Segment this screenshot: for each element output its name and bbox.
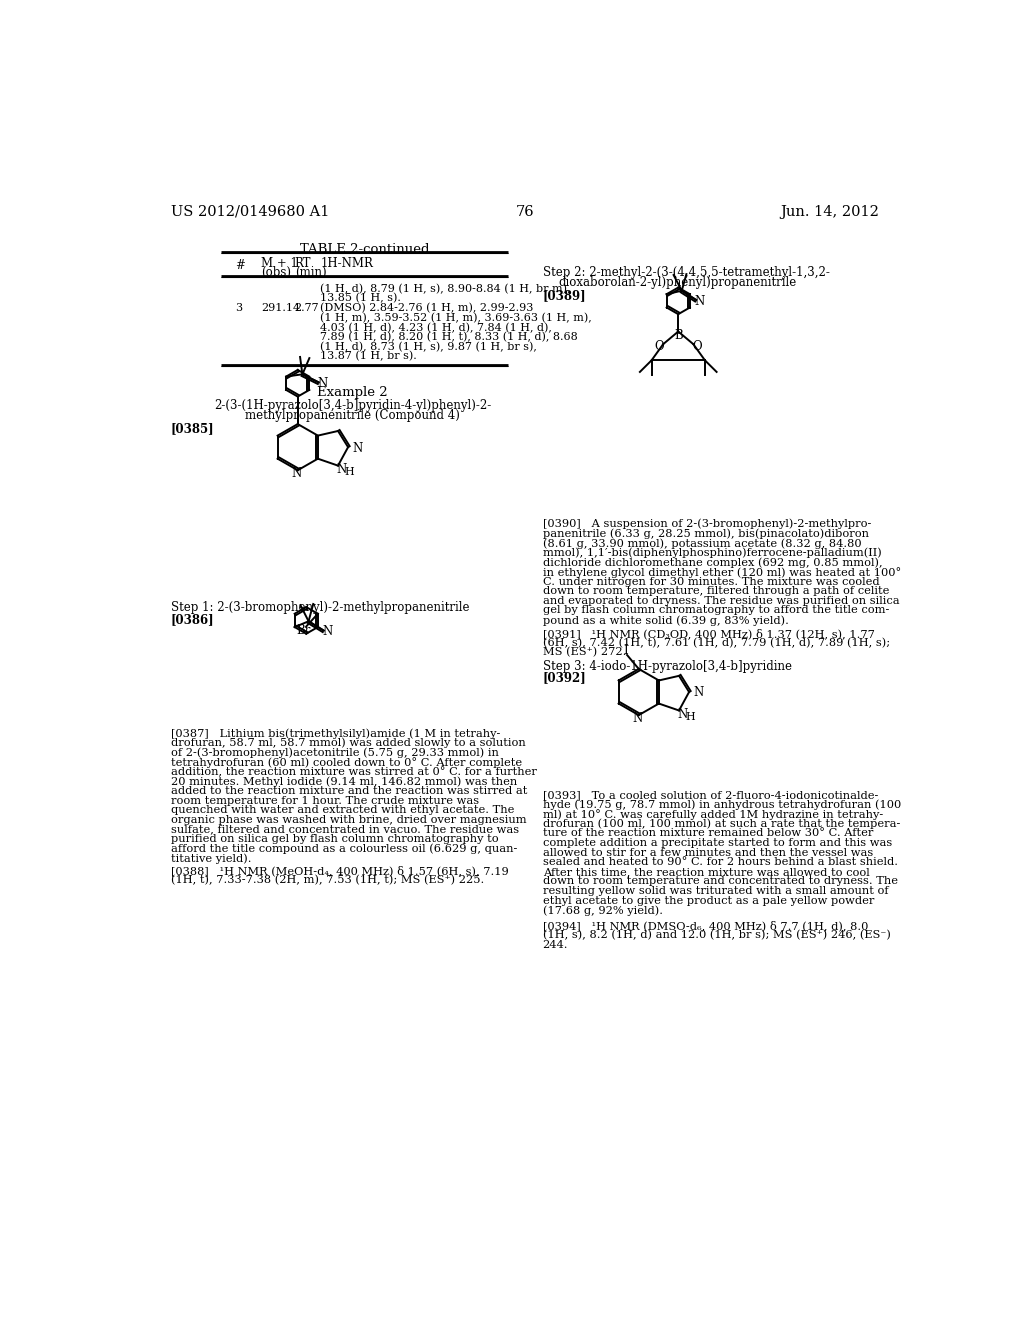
Text: Step 1: 2-(3-bromophenyl)-2-methylpropanenitrile: Step 1: 2-(3-bromophenyl)-2-methylpropan… (171, 601, 469, 614)
Text: ml) at 10° C. was carefully added 1M hydrazine in tetrahy-: ml) at 10° C. was carefully added 1M hyd… (543, 809, 883, 820)
Text: 76: 76 (515, 205, 535, 219)
Text: down to room temperature, filtered through a path of celite: down to room temperature, filtered throu… (543, 586, 889, 597)
Text: N: N (693, 685, 703, 698)
Text: [0386]: [0386] (171, 612, 214, 626)
Text: Example 2: Example 2 (317, 385, 388, 399)
Text: 244.: 244. (543, 940, 568, 950)
Text: #: # (234, 259, 245, 272)
Text: resulting yellow solid was triturated with a small amount of: resulting yellow solid was triturated wi… (543, 886, 888, 896)
Text: [0394]   ¹H NMR (DMSO-d₆, 400 MHz) δ 7.7 (1H, d), 8.0: [0394] ¹H NMR (DMSO-d₆, 400 MHz) δ 7.7 (… (543, 921, 868, 932)
Text: drofuran, 58.7 ml, 58.7 mmol) was added slowly to a solution: drofuran, 58.7 ml, 58.7 mmol) was added … (171, 738, 525, 748)
Text: N: N (292, 467, 302, 480)
Text: (8.61 g, 33.90 mmol), potassium acetate (8.32 g, 84.80: (8.61 g, 33.90 mmol), potassium acetate … (543, 539, 861, 549)
Text: afford the title compound as a colourless oil (6.629 g, quan-: afford the title compound as a colourles… (171, 843, 517, 854)
Text: 20 minutes. Methyl iodide (9.14 ml, 146.82 mmol) was then: 20 minutes. Methyl iodide (9.14 ml, 146.… (171, 776, 517, 787)
Text: Br: Br (297, 624, 311, 638)
Text: O: O (654, 339, 665, 352)
Text: 2.77: 2.77 (295, 304, 319, 313)
Text: and evaporated to dryness. The residue was purified on silica: and evaporated to dryness. The residue w… (543, 595, 899, 606)
Text: 3: 3 (234, 304, 242, 313)
Text: N: N (677, 708, 688, 721)
Text: N: N (694, 296, 705, 309)
Text: ethyl acetate to give the product as a pale yellow powder: ethyl acetate to give the product as a p… (543, 896, 874, 906)
Text: RT: RT (295, 257, 311, 271)
Text: sealed and heated to 90° C. for 2 hours behind a blast shield.: sealed and heated to 90° C. for 2 hours … (543, 857, 898, 867)
Text: [0388]   ¹H NMR (MeOH-d₄, 400 MHz) δ 1.57 (6H, s), 7.19: [0388] ¹H NMR (MeOH-d₄, 400 MHz) δ 1.57 … (171, 866, 508, 876)
Text: 7.89 (1 H, d), 8.20 (1 H, t), 8.33 (1 H, d), 8.68: 7.89 (1 H, d), 8.20 (1 H, t), 8.33 (1 H,… (321, 333, 578, 342)
Text: ture of the reaction mixture remained below 30° C. After: ture of the reaction mixture remained be… (543, 829, 873, 838)
Text: N: N (323, 626, 333, 638)
Text: 1H-NMR: 1H-NMR (321, 257, 373, 271)
Text: [0387]   Lithium bis(trimethylsilyl)amide (1 M in tetrahy-: [0387] Lithium bis(trimethylsilyl)amide … (171, 729, 500, 739)
Text: O: O (692, 339, 701, 352)
Text: titative yield).: titative yield). (171, 853, 251, 863)
Text: addition, the reaction mixture was stirred at 0° C. for a further: addition, the reaction mixture was stirr… (171, 767, 537, 777)
Text: TABLE 2-continued: TABLE 2-continued (300, 243, 429, 256)
Text: MS (ES⁺) 272.: MS (ES⁺) 272. (543, 647, 626, 657)
Text: Jun. 14, 2012: Jun. 14, 2012 (780, 205, 879, 219)
Text: N: N (317, 378, 328, 389)
Text: organic phase was washed with brine, dried over magnesium: organic phase was washed with brine, dri… (171, 814, 526, 825)
Text: (obs): (obs) (261, 267, 291, 280)
Text: mmol), 1,1′-bis(diphenylphosphino)ferrocene-palladium(II): mmol), 1,1′-bis(diphenylphosphino)ferroc… (543, 548, 882, 558)
Text: I: I (624, 644, 629, 657)
Text: (6H, s), 7.42 (1H, t), 7.61 (1H, d), 7.79 (1H, d), 7.89 (1H, s);: (6H, s), 7.42 (1H, t), 7.61 (1H, d), 7.7… (543, 638, 890, 648)
Text: B: B (674, 329, 683, 342)
Text: (17.68 g, 92% yield).: (17.68 g, 92% yield). (543, 906, 663, 916)
Text: panenitrile (6.33 g, 28.25 mmol), bis(pinacolato)diboron: panenitrile (6.33 g, 28.25 mmol), bis(pi… (543, 528, 868, 539)
Text: (1 H, m), 3.59-3.52 (1 H, m), 3.69-3.63 (1 H, m),: (1 H, m), 3.59-3.52 (1 H, m), 3.69-3.63 … (321, 313, 592, 323)
Text: M + 1: M + 1 (261, 257, 298, 271)
Text: allowed to stir for a few minutes and then the vessel was: allowed to stir for a few minutes and th… (543, 847, 872, 858)
Text: H: H (344, 467, 354, 477)
Text: methylpropanenitrile (Compound 4): methylpropanenitrile (Compound 4) (246, 409, 460, 421)
Text: tetrahydrofuran (60 ml) cooled down to 0° C. After complete: tetrahydrofuran (60 ml) cooled down to 0… (171, 758, 522, 768)
Text: (1 H, d), 8.73 (1 H, s), 9.87 (1 H, br s),: (1 H, d), 8.73 (1 H, s), 9.87 (1 H, br s… (321, 342, 537, 352)
Text: sulfate, filtered and concentrated in vacuo. The residue was: sulfate, filtered and concentrated in va… (171, 825, 519, 834)
Text: H: H (685, 711, 695, 722)
Text: dioxaborolan-2-yl)phenyl)propanenitrile: dioxaborolan-2-yl)phenyl)propanenitrile (558, 276, 797, 289)
Text: room temperature for 1 hour. The crude mixture was: room temperature for 1 hour. The crude m… (171, 796, 479, 805)
Text: 2-(3-(1H-pyrazolo[3,4-b]pyridin-4-yl)phenyl)-2-: 2-(3-(1H-pyrazolo[3,4-b]pyridin-4-yl)phe… (214, 399, 492, 412)
Text: [0389]: [0389] (543, 289, 587, 302)
Text: quenched with water and extracted with ethyl acetate. The: quenched with water and extracted with e… (171, 805, 514, 816)
Text: (min): (min) (295, 267, 327, 280)
Text: purified on silica gel by flash column chromatography to: purified on silica gel by flash column c… (171, 834, 499, 843)
Text: pound as a white solid (6.39 g, 83% yield).: pound as a white solid (6.39 g, 83% yiel… (543, 615, 788, 626)
Text: gel by flash column chromatography to afford the title com-: gel by flash column chromatography to af… (543, 606, 889, 615)
Text: (1H, s), 8.2 (1H, d) and 12.0 (1H, br s); MS (ES⁺) 246, (ES⁻): (1H, s), 8.2 (1H, d) and 12.0 (1H, br s)… (543, 931, 891, 941)
Text: Step 3: 4-iodo-1H-pyrazolo[3,4-b]pyridine: Step 3: 4-iodo-1H-pyrazolo[3,4-b]pyridin… (543, 660, 792, 673)
Text: After this time, the reaction mixture was allowed to cool: After this time, the reaction mixture wa… (543, 867, 869, 876)
Text: 13.85 (1 H, s).: 13.85 (1 H, s). (321, 293, 401, 304)
Text: [0390]   A suspension of 2-(3-bromophenyl)-2-methylpro-: [0390] A suspension of 2-(3-bromophenyl)… (543, 519, 871, 529)
Text: [0392]: [0392] (543, 671, 587, 684)
Text: complete addition a precipitate started to form and this was: complete addition a precipitate started … (543, 838, 892, 847)
Text: N: N (352, 442, 362, 455)
Text: N: N (336, 463, 346, 477)
Text: Step 2: 2-methyl-2-(3-(4,4,5,5-tetramethyl-1,3,2-: Step 2: 2-methyl-2-(3-(4,4,5,5-tetrameth… (543, 267, 829, 280)
Text: 13.87 (1 H, br s).: 13.87 (1 H, br s). (321, 351, 417, 362)
Text: down to room temperature and concentrated to dryness. The: down to room temperature and concentrate… (543, 876, 898, 887)
Text: drofuran (100 ml, 100 mmol) at such a rate that the tempera-: drofuran (100 ml, 100 mmol) at such a ra… (543, 818, 900, 829)
Text: (1H, t), 7.33-7.38 (2H, m), 7.53 (1H, t); MS (ES⁺) 225.: (1H, t), 7.33-7.38 (2H, m), 7.53 (1H, t)… (171, 875, 484, 886)
Text: [0393]   To a cooled solution of 2-fluoro-4-iodonicotinalde-: [0393] To a cooled solution of 2-fluoro-… (543, 789, 878, 800)
Text: in ethylene glycol dimethyl ether (120 ml) was heated at 100°: in ethylene glycol dimethyl ether (120 m… (543, 566, 901, 578)
Text: (1 H, d), 8.79 (1 H, s), 8.90-8.84 (1 H, br m),: (1 H, d), 8.79 (1 H, s), 8.90-8.84 (1 H,… (321, 284, 570, 294)
Text: dichloride dichloromethane complex (692 mg, 0.85 mmol),: dichloride dichloromethane complex (692 … (543, 557, 883, 568)
Text: (DMSO) 2.84-2.76 (1 H, m), 2.99-2.93: (DMSO) 2.84-2.76 (1 H, m), 2.99-2.93 (321, 304, 534, 314)
Text: of 2-(3-bromophenyl)acetonitrile (5.75 g, 29.33 mmol) in: of 2-(3-bromophenyl)acetonitrile (5.75 g… (171, 747, 499, 758)
Text: [0391]   ¹H NMR (CD₃OD, 400 MHz) δ 1.37 (12H, s), 1.77: [0391] ¹H NMR (CD₃OD, 400 MHz) δ 1.37 (1… (543, 628, 874, 639)
Text: N: N (633, 711, 643, 725)
Text: added to the reaction mixture and the reaction was stirred at: added to the reaction mixture and the re… (171, 785, 527, 796)
Text: hyde (19.75 g, 78.7 mmol) in anhydrous tetrahydrofuran (100: hyde (19.75 g, 78.7 mmol) in anhydrous t… (543, 800, 901, 810)
Text: C. under nitrogen for 30 minutes. The mixture was cooled: C. under nitrogen for 30 minutes. The mi… (543, 577, 880, 586)
Text: [0385]: [0385] (171, 422, 214, 436)
Text: 4.03 (1 H, d), 4.23 (1 H, d), 7.84 (1 H, d),: 4.03 (1 H, d), 4.23 (1 H, d), 7.84 (1 H,… (321, 322, 552, 333)
Text: 291.14: 291.14 (261, 304, 300, 313)
Text: US 2012/0149680 A1: US 2012/0149680 A1 (171, 205, 329, 219)
